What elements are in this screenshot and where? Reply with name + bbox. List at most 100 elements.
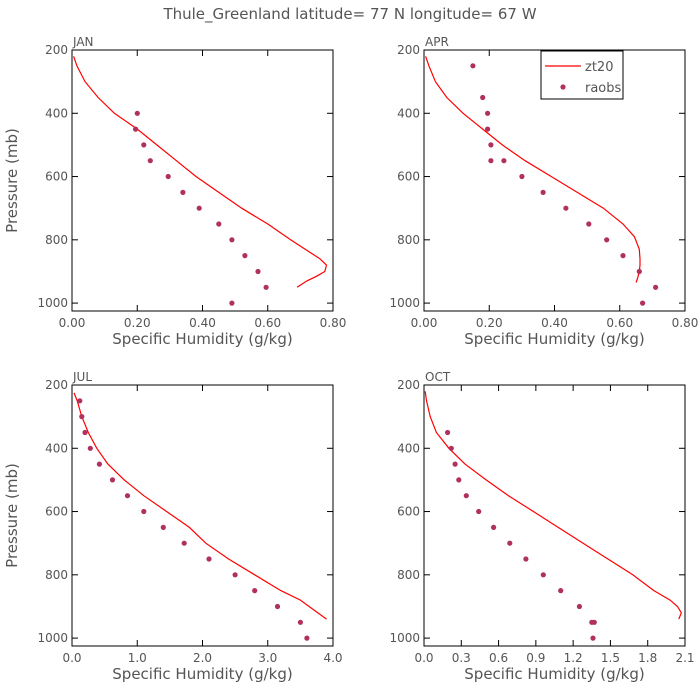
- raobs-point: [206, 556, 212, 562]
- raobs-point: [586, 221, 592, 227]
- x-tick-label: 0.80: [320, 316, 347, 330]
- raobs-point: [488, 142, 494, 148]
- y-tick-label: 600: [397, 505, 420, 519]
- raobs-point: [448, 445, 454, 451]
- legend-label-raobs: raobs: [585, 81, 622, 96]
- x-tick-label: 1.8: [638, 651, 657, 665]
- x-axis-label: Specific Humidity (g/kg): [112, 330, 292, 348]
- raobs-point: [488, 158, 494, 164]
- y-tick-label: 1000: [37, 296, 68, 310]
- y-tick-label: 200: [45, 378, 68, 392]
- raobs-point: [109, 477, 116, 483]
- raobs-point: [263, 284, 269, 290]
- raobs-point: [297, 619, 303, 625]
- raobs-point: [636, 268, 642, 275]
- model-line-zt20: [73, 56, 328, 288]
- panel-jan: JAN 0.00 0.20 0.40 0.60 0.80 200 400 600 800 1000 S…: [3, 35, 346, 348]
- raobs-point: [604, 237, 610, 243]
- raobs-point: [147, 158, 153, 164]
- raobs-point: [133, 126, 139, 132]
- raobs-point: [160, 524, 166, 531]
- x-tick-label: 0.00: [411, 316, 438, 330]
- y-tick-label: 1000: [389, 296, 420, 310]
- raobs-point: [229, 237, 235, 243]
- raobs-point: [77, 398, 83, 404]
- y-tick-label: 600: [397, 170, 420, 184]
- plot-frame: [423, 384, 686, 647]
- raobs-point: [507, 540, 513, 546]
- raobs-point: [463, 493, 469, 499]
- x-tick-label: 0.20: [124, 316, 151, 330]
- raobs-point: [304, 635, 310, 641]
- raobs-point: [141, 142, 147, 148]
- y-tick-label: 800: [45, 568, 68, 582]
- raobs-point: [96, 461, 102, 467]
- panel-oct: OCT 0.0 0.3 0.6 0.9 1.2 1.5 1.8 2.1 200 400 600 800 1…: [389, 370, 694, 683]
- raobs-point: [563, 205, 569, 211]
- raobs-point: [519, 173, 525, 180]
- raobs-point: [523, 556, 529, 562]
- y-tick-label: 400: [45, 441, 68, 455]
- y-tick-label: 200: [397, 378, 420, 392]
- x-tick-label: 0.60: [606, 316, 633, 330]
- y-tick-label: 200: [397, 43, 420, 57]
- y-tick-label: 800: [397, 233, 420, 247]
- x-tick-label: 4.0: [323, 651, 342, 665]
- raobs-point: [501, 158, 507, 164]
- x-tick-label: 0.0: [62, 651, 81, 665]
- x-tick-label: 0.9: [526, 651, 545, 665]
- raobs-point: [242, 253, 248, 259]
- panels: JAN 0.00 0.20 0.40 0.60 0.80 200 400 600 800 1000 S…: [3, 35, 698, 683]
- legend-label-zt20: zt20: [585, 60, 613, 75]
- raobs-point: [87, 445, 93, 451]
- raobs-point: [255, 268, 261, 275]
- raobs-point: [540, 572, 546, 578]
- x-tick-label: 0.20: [476, 316, 503, 330]
- x-tick-label: 2.0: [193, 651, 212, 665]
- legend-box: [540, 50, 624, 100]
- y-tick-label: 400: [397, 106, 420, 120]
- legend: zt20 raobs: [540, 50, 624, 100]
- x-tick-label: 0.3: [452, 651, 471, 665]
- y-tick-label: 600: [45, 505, 68, 519]
- y-tick-label: 1000: [389, 631, 420, 645]
- y-tick-label: 200: [45, 43, 68, 57]
- y-tick-label: 800: [45, 233, 68, 247]
- panel-label: APR: [425, 35, 449, 49]
- raobs-point: [216, 221, 222, 227]
- y-tick-label: 400: [397, 441, 420, 455]
- raobs-point: [274, 603, 281, 610]
- model-line-zt20: [425, 56, 641, 283]
- raobs-point: [165, 173, 171, 180]
- raobs-point: [445, 429, 451, 436]
- raobs-point: [452, 461, 458, 467]
- x-axis-label: Specific Humidity (g/kg): [112, 665, 292, 683]
- panel-label: JAN: [72, 35, 94, 49]
- panel-jul: JUL 0.0 1.0 2.0 3.0 4.0 200 400 600 800 1000 Specif…: [3, 370, 343, 683]
- y-tick-label: 800: [397, 568, 420, 582]
- y-tick-label: 400: [45, 106, 68, 120]
- x-tick-label: 0.6: [489, 651, 508, 665]
- raobs-point: [470, 63, 476, 69]
- x-tick-label: 1.5: [601, 651, 620, 665]
- raobs-point: [82, 429, 88, 436]
- raobs-point: [79, 414, 85, 420]
- raobs-point: [141, 508, 147, 515]
- raobs-point: [558, 588, 564, 594]
- raobs-point: [134, 110, 140, 116]
- x-tick-label: 0.40: [541, 316, 568, 330]
- raobs-point: [232, 572, 238, 578]
- panel-label: JUL: [72, 370, 92, 384]
- x-tick-label: 3.0: [258, 651, 277, 665]
- plot-frame: [71, 384, 334, 647]
- raobs-point: [196, 205, 202, 211]
- y-axis-label: Pressure (mb): [3, 463, 21, 568]
- chart-title: Thule_Greenland latitude= 77 N longitude…: [162, 5, 536, 24]
- x-tick-label: 0.60: [254, 316, 281, 330]
- x-axis-label: Specific Humidity (g/kg): [464, 330, 644, 348]
- x-tick-label: 1.0: [128, 651, 147, 665]
- y-tick-label: 600: [45, 170, 68, 184]
- raobs-point: [229, 300, 235, 306]
- raobs-point: [640, 300, 646, 306]
